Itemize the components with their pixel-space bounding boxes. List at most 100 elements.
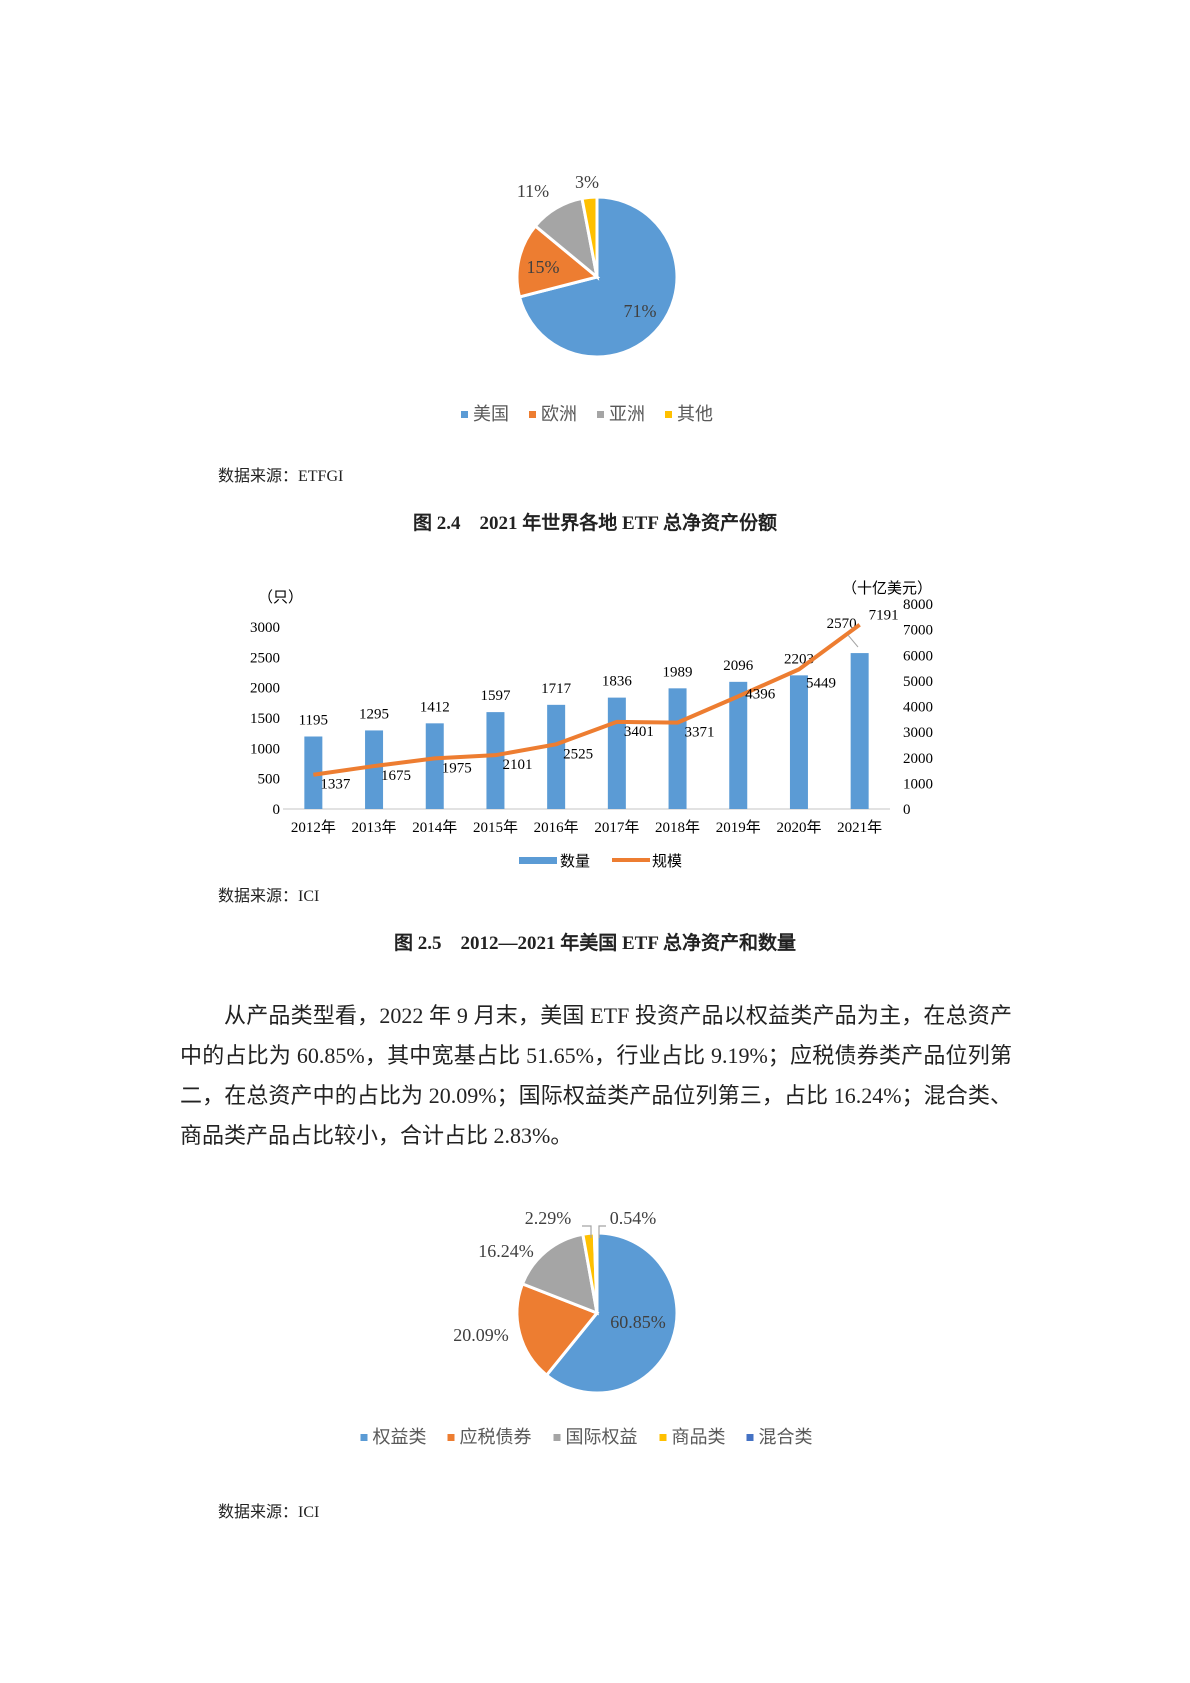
y-tick-label: 1000 <box>250 741 280 757</box>
leader-line <box>598 1225 606 1238</box>
x-tick-label: 2019年 <box>716 819 761 836</box>
legend-swatch <box>597 411 604 418</box>
bar-value-label: 1295 <box>359 706 389 722</box>
y-axis-unit-left: （只） <box>258 589 303 606</box>
pie-chart-etf-region-share: 71% 15% 11% 3% 美国 欧洲 亚洲 其他 <box>461 172 713 424</box>
y-tick-label: 1500 <box>250 711 280 727</box>
pie-slice-权益类 <box>544 1231 679 1395</box>
legend-swatch-bar <box>519 857 557 864</box>
legend-label: 美国 <box>473 404 509 424</box>
y-tick-label: 500 <box>258 772 281 788</box>
bar-value-label: 1412 <box>420 699 450 715</box>
y-tick-label: 2500 <box>250 650 280 666</box>
bar-value-label: 1836 <box>602 674 633 690</box>
slice-value-label: 20.09% <box>453 1325 509 1345</box>
legend-swatch <box>529 411 536 418</box>
legend-label: 混合类 <box>759 1427 813 1447</box>
bar-2013年 <box>365 730 384 809</box>
bar-line-chart-us-etf: （只） （十亿美元） 0 500 1000 1500 2000 2500 3000 0 1000 20… <box>250 580 933 870</box>
source-note: 数据来源：ICI <box>218 888 320 905</box>
y-tick-label: 2000 <box>250 681 280 697</box>
legend-swatch <box>360 1434 368 1441</box>
legend-swatch <box>659 1434 667 1441</box>
y-tick-label: 0 <box>273 802 281 818</box>
bar-2015年 <box>486 712 505 809</box>
y2-tick-label: 7000 <box>903 623 933 639</box>
legend-label: 权益类 <box>373 1427 427 1447</box>
legend-swatch <box>447 1434 455 1441</box>
slice-value-label: 3% <box>575 172 599 192</box>
legend-label: 亚洲 <box>609 404 645 424</box>
bar-value-label: 1989 <box>663 664 693 680</box>
bar-2020年 <box>789 675 808 809</box>
x-tick-label: 2020年 <box>776 819 821 836</box>
legend-swatch <box>665 411 672 418</box>
legend-label: 规模 <box>652 853 682 870</box>
legend-label: 应税债券 <box>460 1427 532 1447</box>
bar-value-label: 2096 <box>723 658 754 674</box>
pie-slice-欧洲 <box>515 223 601 299</box>
pie-chart-etf-type-share: 60.85% 20.09% 16.24% 2.29% 0.54% 权益类 应税债券 国际权益 商… <box>360 1208 813 1447</box>
x-tick-label: 2021年 <box>837 819 882 836</box>
line-value-label: 3371 <box>685 725 715 741</box>
line-value-label: 1675 <box>381 768 411 784</box>
pie-slice-其他 <box>580 195 599 278</box>
legend-swatch <box>461 411 468 418</box>
x-tick-label: 2013年 <box>352 819 397 836</box>
line-value-label: 7191 <box>869 608 899 624</box>
line-series-规模 <box>313 623 861 777</box>
legend-swatch <box>553 1434 561 1441</box>
x-tick-label: 2018年 <box>655 819 700 836</box>
bar-value-label: 1195 <box>299 713 328 729</box>
pie-slice-国际权益 <box>520 1232 599 1316</box>
line-value-label: 5449 <box>806 675 836 691</box>
slice-value-label: 2.29% <box>525 1208 572 1228</box>
y-axis-unit-right: （十亿美元） <box>842 580 932 597</box>
pie-slice-混合类 <box>592 1231 599 1314</box>
bar-value-label: 2570 <box>827 616 857 632</box>
bar-2019年 <box>729 681 748 809</box>
slice-value-label: 15% <box>527 257 560 277</box>
legend-label: 其他 <box>677 404 713 424</box>
legend-label: 数量 <box>560 853 590 870</box>
y2-tick-label: 8000 <box>903 597 933 613</box>
y2-tick-label: 6000 <box>903 648 933 664</box>
bar-2017年 <box>607 697 626 809</box>
bar-2018年 <box>668 688 687 809</box>
figure-caption: 图 2.4 2021 年世界各地 ETF 总净资产份额 <box>413 513 777 534</box>
x-tick-label: 2016年 <box>534 819 579 836</box>
line-value-label: 3401 <box>624 724 654 740</box>
x-tick-label: 2015年 <box>473 819 518 836</box>
x-tick-label: 2014年 <box>412 819 457 836</box>
x-tick-label: 2012年 <box>291 819 336 836</box>
figure-caption: 图 2.5 2012—2021 年美国 ETF 总净资产和数量 <box>394 933 796 954</box>
x-tick-label: 2017年 <box>594 819 639 836</box>
legend-swatch <box>746 1434 754 1441</box>
source-note: 数据来源：ETFGI <box>218 468 344 485</box>
slice-value-label: 16.24% <box>478 1241 534 1261</box>
line-value-label: 1975 <box>442 760 472 776</box>
legend-label: 欧洲 <box>541 404 577 424</box>
line-value-label: 2525 <box>563 746 593 762</box>
bar-value-label: 1597 <box>480 688 511 704</box>
leader-line <box>582 1225 592 1238</box>
y2-tick-label: 4000 <box>903 700 933 716</box>
y-tick-label: 3000 <box>250 620 280 636</box>
slice-value-label: 60.85% <box>610 1312 666 1332</box>
legend-label: 商品类 <box>672 1427 726 1447</box>
slice-value-label: 0.54% <box>610 1208 657 1228</box>
y2-tick-label: 3000 <box>903 725 933 741</box>
y2-tick-label: 1000 <box>903 776 933 792</box>
y2-tick-label: 5000 <box>903 674 933 690</box>
line-value-label: 1337 <box>320 777 351 793</box>
source-note: 数据来源：ICI <box>218 1504 320 1521</box>
bar-2014年 <box>425 723 444 809</box>
slice-value-label: 71% <box>624 301 657 321</box>
line-value-label: 2101 <box>502 757 532 773</box>
bar-value-label: 1717 <box>541 681 572 697</box>
body-paragraph: 从产品类型看，2022 年 9 月末，美国 ETF 投资产品以权益类产品为主，在… <box>180 1003 1012 1148</box>
y2-tick-label: 2000 <box>903 751 933 767</box>
legend-label: 国际权益 <box>566 1427 638 1447</box>
slice-value-label: 11% <box>517 181 549 201</box>
